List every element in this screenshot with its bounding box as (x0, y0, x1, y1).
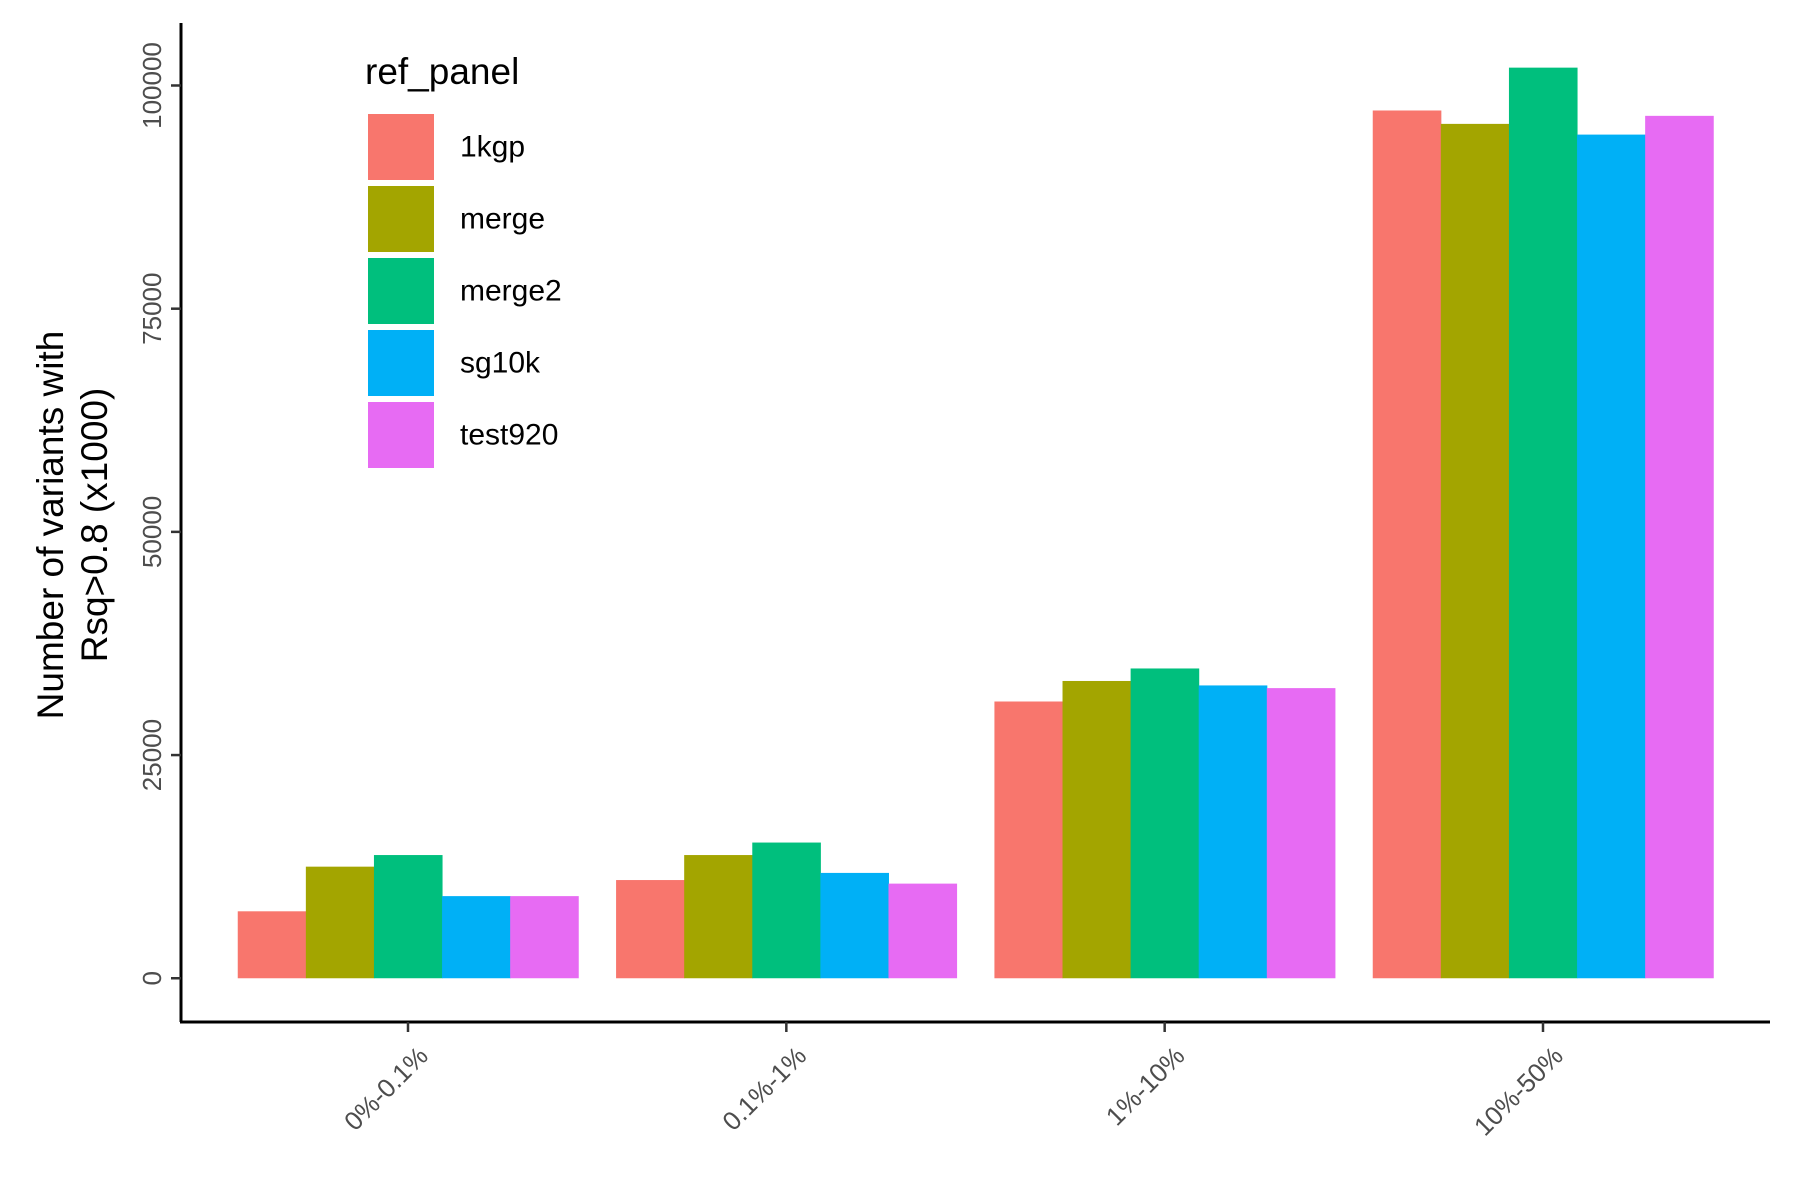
y-axis: 0 25000 50000 75000 100000 (137, 23, 183, 1022)
legend-label-test920: test920 (460, 419, 558, 452)
bar-merge-10%-50% (1440, 123, 1510, 979)
y-tick-label: 25000 (137, 719, 167, 791)
bar-merge-0%-0.1% (305, 866, 375, 979)
legend-label-merge: merge (460, 203, 545, 236)
legend-label-merge2: merge2 (460, 275, 562, 308)
y-tick-label: 100000 (137, 42, 167, 129)
bar-test920-1%-10% (1266, 688, 1336, 979)
y-tick-label: 50000 (137, 496, 167, 568)
y-axis-title: Number of variants with Rsq>0.8 (x1000) (30, 331, 115, 720)
legend-key-merge2 (368, 258, 434, 324)
bars-group (237, 67, 1714, 979)
x-ticks: 0%-0.1% 0.1%-1% 1%-10% 10%-50% (338, 1022, 1569, 1142)
legend-key-sg10k (368, 330, 434, 396)
bar-sg10k-10%-50% (1577, 134, 1646, 979)
bar-test920-0%-0.1% (510, 896, 579, 979)
bar-merge-0.1%-1% (684, 855, 753, 979)
bar-sg10k-1%-10% (1198, 685, 1268, 979)
y-tick-label: 75000 (137, 273, 167, 345)
legend-key-test920 (368, 402, 434, 468)
x-axis: 0%-0.1% 0.1%-1% 1%-10% 10%-50% (180, 1020, 1770, 1142)
legend: ref_panel 1kgp merge merge2 sg10k test920 (365, 51, 562, 468)
x-tick-label: 1%-10% (1100, 1041, 1191, 1132)
bar-merge2-0%-0.1% (373, 855, 443, 979)
x-tick-label: 10%-50% (1468, 1041, 1569, 1142)
y-axis-title-line-1: Number of variants with (30, 331, 71, 720)
bar-test920-10%-50% (1645, 115, 1714, 979)
legend-title: ref_panel (365, 51, 519, 92)
bar-1kgp-0.1%-1% (616, 880, 685, 979)
bar-test920-0.1%-1% (888, 883, 958, 979)
legend-key-merge (368, 186, 434, 252)
y-tick-label: 0 (137, 971, 167, 985)
bar-merge2-0.1%-1% (752, 842, 821, 979)
bar-1kgp-10%-50% (1372, 110, 1442, 979)
bar-sg10k-0.1%-1% (820, 872, 889, 979)
bar-merge2-10%-50% (1508, 67, 1578, 979)
bar-sg10k-0%-0.1% (442, 896, 511, 979)
y-ticks: 0 25000 50000 75000 100000 (137, 42, 181, 985)
bar-merge-1%-10% (1062, 680, 1132, 979)
y-axis-title-line-2: Rsq>0.8 (x1000) (74, 388, 115, 663)
legend-label-sg10k: sg10k (460, 347, 541, 380)
legend-label-1kgp: 1kgp (460, 131, 525, 164)
bar-merge2-1%-10% (1130, 668, 1200, 979)
bar-1kgp-0%-0.1% (237, 911, 307, 979)
x-tick-label: 0%-0.1% (338, 1041, 434, 1137)
x-tick-label: 0.1%-1% (716, 1041, 812, 1137)
legend-key-1kgp (368, 114, 434, 180)
legend-items: 1kgp merge merge2 sg10k test920 (368, 114, 562, 468)
bar-1kgp-1%-10% (994, 701, 1064, 979)
